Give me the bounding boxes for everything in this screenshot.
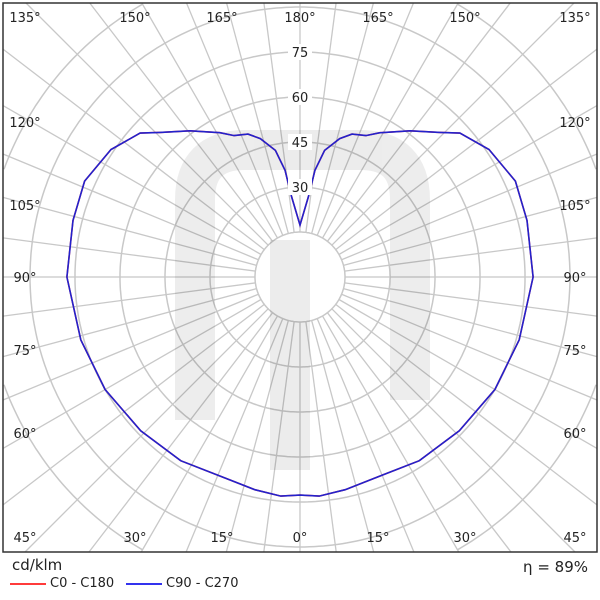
grid-spoke (2, 48, 265, 251)
angle-label: 90° (13, 271, 36, 286)
grid-spoke (343, 288, 598, 358)
radial-label-bg (288, 179, 312, 195)
angle-label: 30° (123, 531, 146, 546)
angle-label: 75° (13, 344, 36, 359)
grid-spoke (331, 308, 576, 553)
radial-tick-label: 75 (292, 46, 309, 61)
grid-spoke (331, 2, 575, 246)
angle-label: 150° (449, 11, 480, 26)
angle-label: 60° (563, 427, 586, 442)
angle-label: 135° (559, 11, 590, 26)
grid-ring (3, 384, 143, 551)
grid-spoke (343, 196, 598, 266)
grid-spoke (321, 2, 459, 239)
chart-frame (2, 2, 598, 553)
watermark-logo (175, 130, 430, 470)
grid-spoke (2, 153, 259, 261)
legend-item-c0: C0 - C180 (10, 576, 114, 591)
angle-label: 60° (13, 427, 36, 442)
angle-label: 105° (9, 199, 40, 214)
grid-spoke (305, 321, 337, 553)
grid-spoke (335, 48, 598, 251)
grid-spoke (141, 2, 279, 239)
angle-label: 135° (9, 11, 40, 26)
angle-label: 105° (559, 199, 590, 214)
legend-swatch-blue (126, 582, 162, 585)
radial-tick-label: 60 (292, 91, 309, 106)
grid-spoke (344, 237, 598, 272)
grid-spoke (140, 315, 279, 553)
grid-spoke (321, 315, 460, 553)
angle-label: 165° (362, 11, 393, 26)
grid-spoke (326, 312, 512, 553)
legend-label: C0 - C180 (50, 576, 115, 591)
grid-spoke (341, 153, 598, 261)
grid-spoke (338, 298, 598, 450)
grid-spoke (263, 321, 295, 553)
series-curve-c90-c270 (66, 129, 534, 497)
radial-tick-label: 30 (292, 181, 309, 196)
grid-ring (3, 3, 143, 170)
efficiency-label: η = 89% (523, 558, 588, 576)
grid-spoke (316, 318, 415, 553)
angle-label: 120° (9, 116, 40, 131)
grid-spoke (2, 237, 256, 272)
grid-spoke (311, 2, 375, 234)
grid-spoke (335, 303, 598, 506)
angle-label: 120° (559, 116, 590, 131)
grid-spoke (225, 2, 289, 234)
grid-spoke (2, 282, 256, 317)
legend-swatch-red (10, 582, 46, 585)
angle-label: 75° (563, 344, 586, 359)
grid-spoke (316, 2, 415, 236)
grid-spoke (89, 2, 274, 242)
grid-spoke (185, 318, 284, 553)
radial-label-bg (288, 44, 312, 60)
grid-spoke (2, 104, 262, 256)
angle-label: 45° (563, 531, 586, 546)
grid-spoke (311, 320, 375, 553)
grid-spoke (185, 2, 284, 236)
angle-label: 165° (206, 11, 237, 26)
grid-spoke (2, 288, 257, 358)
grid-ring (457, 384, 597, 551)
grid-spoke (341, 293, 598, 401)
grid-spoke (2, 303, 265, 506)
legend-label: C90 - C270 (166, 576, 239, 591)
angle-label: 15° (366, 531, 389, 546)
radial-label-bg (288, 89, 312, 105)
grid-spoke (2, 196, 257, 266)
radial-tick-label: 45 (292, 136, 309, 151)
angle-label: 0° (293, 531, 308, 546)
grid-spoke (25, 2, 269, 246)
grid-spoke (344, 282, 598, 317)
angle-label: 150° (119, 11, 150, 26)
grid-spoke (88, 312, 274, 553)
grid-spoke (2, 293, 259, 401)
angle-label: 90° (563, 271, 586, 286)
grid-spoke (338, 104, 598, 256)
grid-spoke (24, 308, 269, 553)
grid-spoke (225, 320, 289, 553)
angle-label: 30° (453, 531, 476, 546)
angle-label: 15° (210, 531, 233, 546)
legend-item-c90: C90 - C270 (126, 576, 238, 591)
unit-label: cd/klm (12, 556, 63, 574)
grid-spoke (326, 2, 511, 242)
angle-label: 45° (13, 531, 36, 546)
grid-spoke (2, 298, 262, 450)
grid-ring (457, 3, 597, 170)
radial-label-bg (288, 134, 312, 150)
angle-label: 180° (284, 11, 315, 26)
